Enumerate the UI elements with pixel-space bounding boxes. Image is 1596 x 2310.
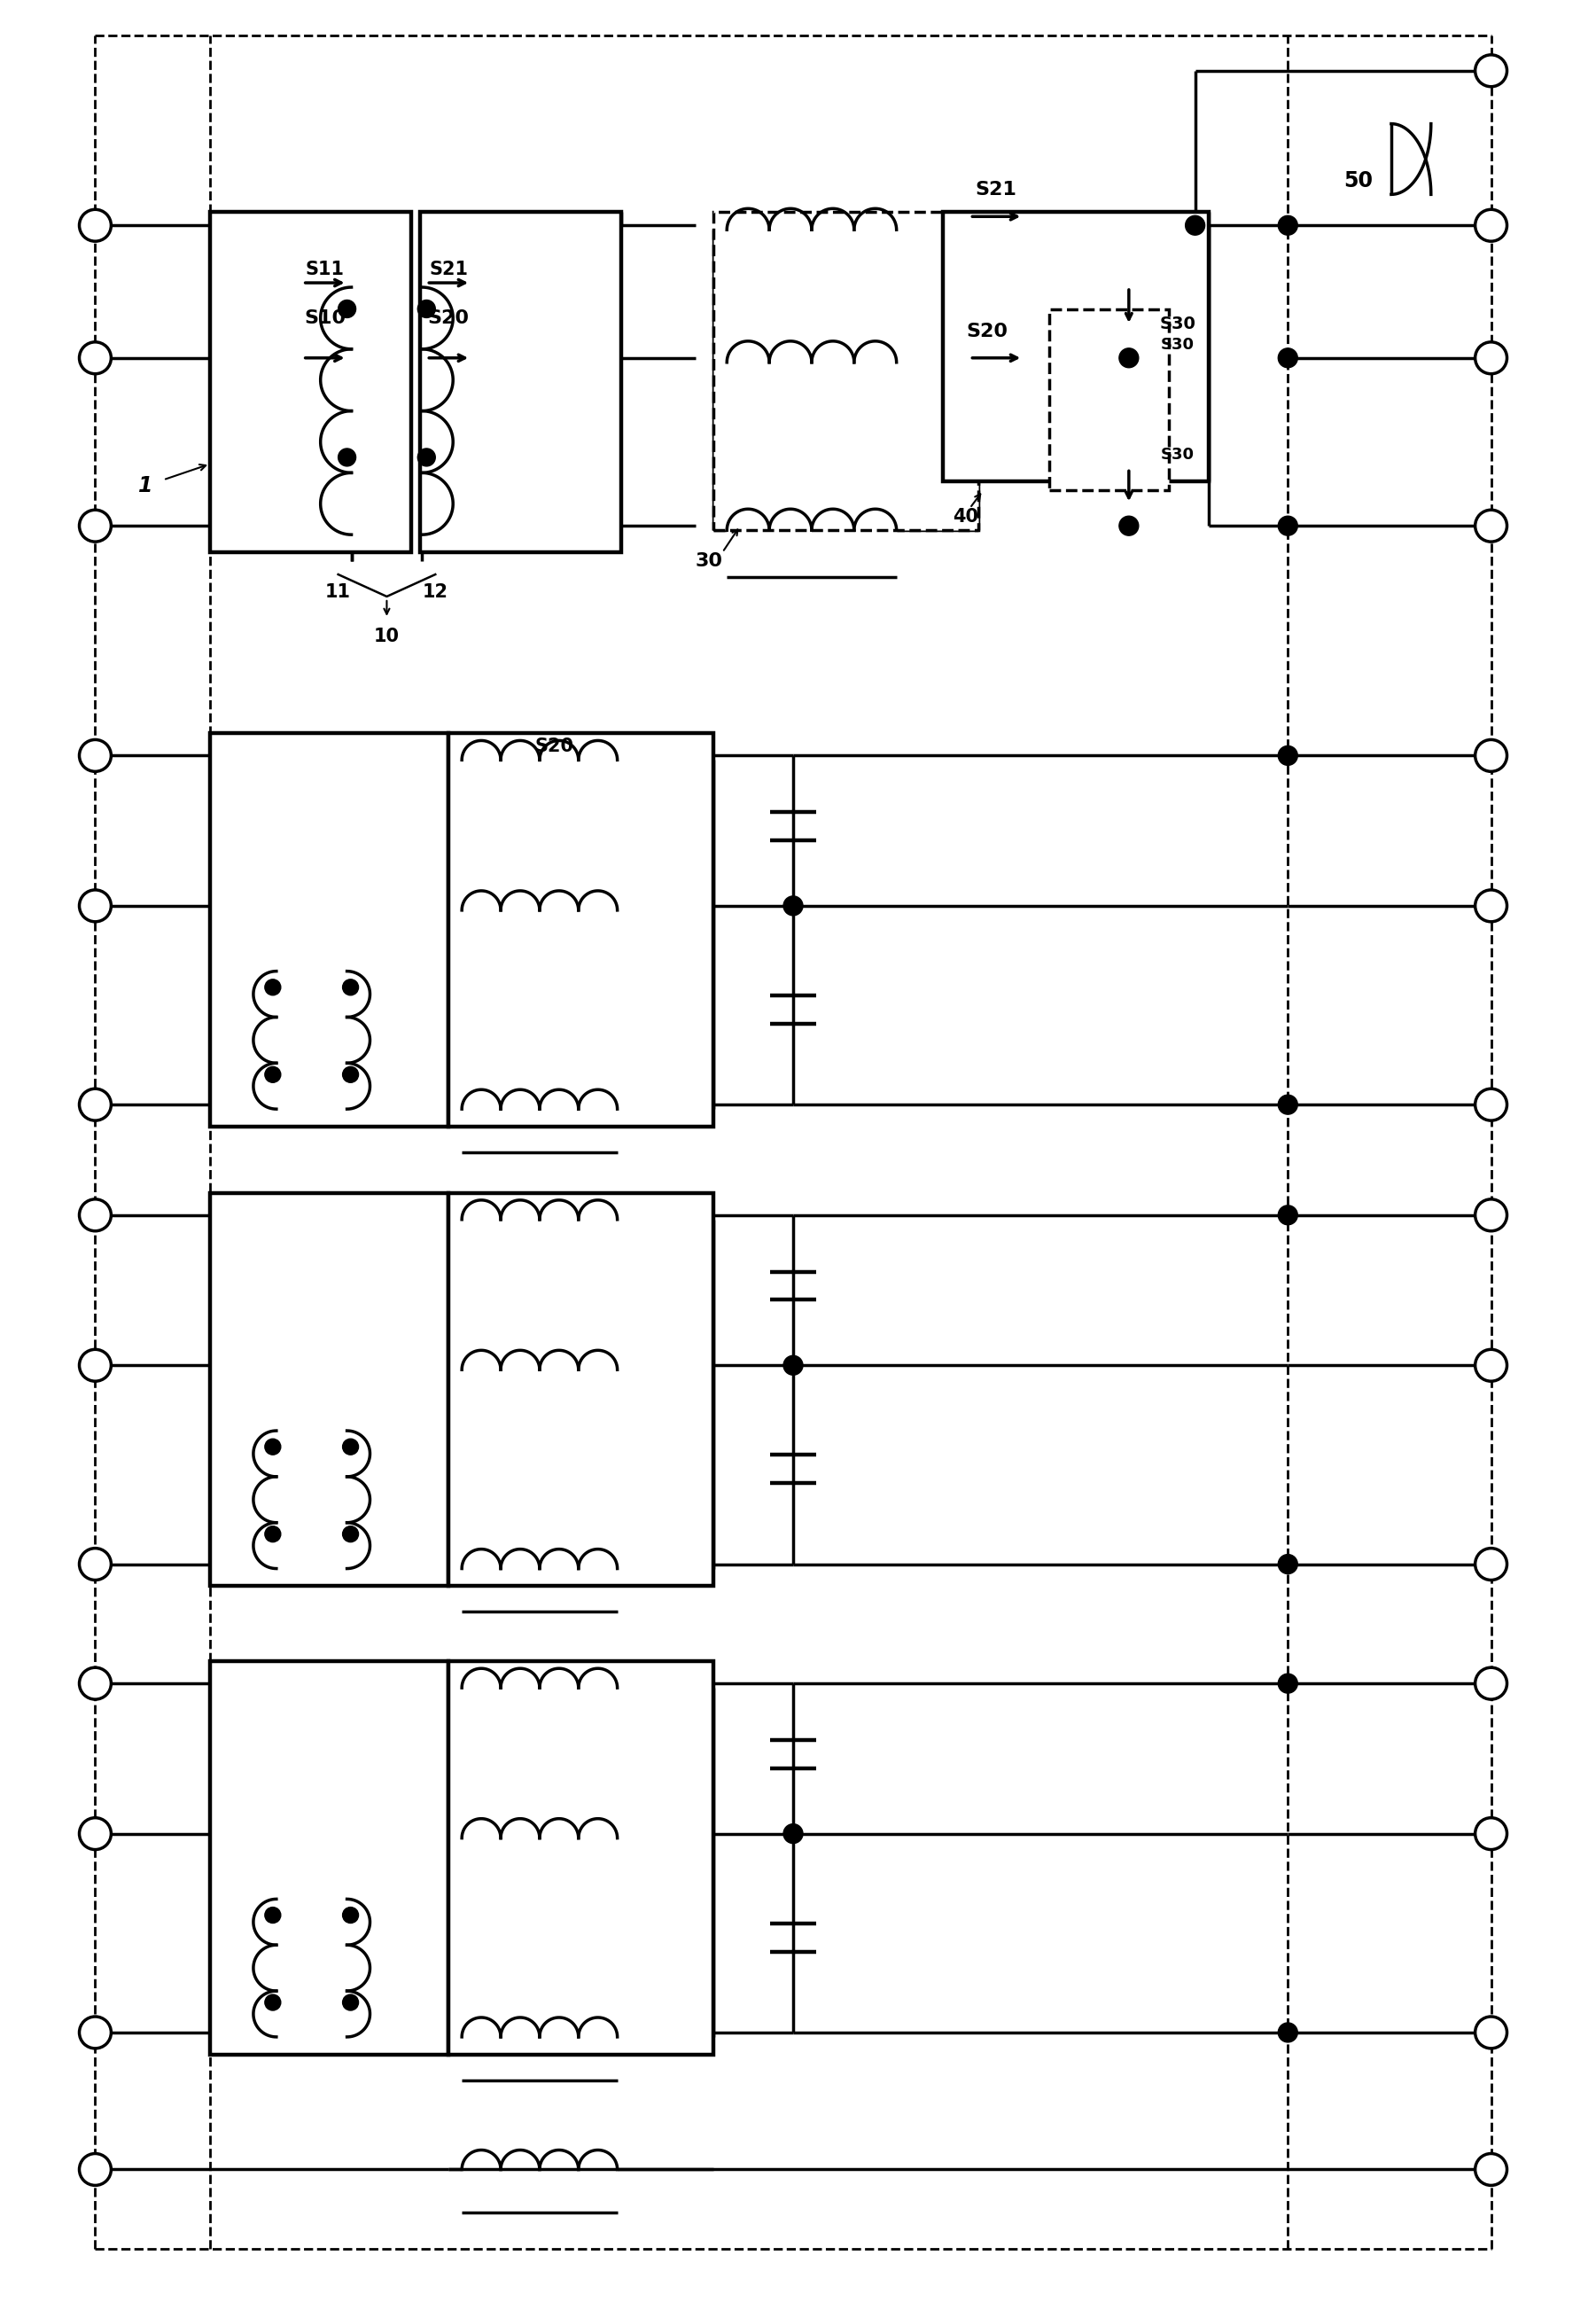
- Circle shape: [265, 1527, 281, 1543]
- Circle shape: [265, 1994, 281, 2010]
- Circle shape: [80, 1818, 112, 1850]
- Circle shape: [265, 1908, 281, 1924]
- Bar: [211, 1661, 448, 2054]
- Circle shape: [1278, 1675, 1298, 1693]
- Circle shape: [265, 1067, 281, 1083]
- Circle shape: [1278, 1555, 1298, 1573]
- Circle shape: [80, 210, 112, 240]
- Circle shape: [784, 1825, 803, 1843]
- Circle shape: [80, 2017, 112, 2049]
- Circle shape: [1475, 1349, 1507, 1381]
- Text: 50: 50: [1344, 171, 1373, 192]
- Bar: [448, 1192, 713, 1587]
- Circle shape: [80, 1668, 112, 1700]
- Bar: [943, 213, 1208, 480]
- Circle shape: [1278, 215, 1298, 236]
- Circle shape: [1475, 342, 1507, 374]
- Circle shape: [80, 1548, 112, 1580]
- Circle shape: [80, 511, 112, 543]
- Text: S21: S21: [975, 180, 1017, 199]
- Bar: [448, 1661, 713, 2054]
- Circle shape: [418, 300, 436, 319]
- Circle shape: [80, 889, 112, 922]
- Circle shape: [1475, 1668, 1507, 1700]
- Text: S30: S30: [1160, 448, 1194, 462]
- Circle shape: [418, 448, 436, 467]
- Circle shape: [784, 896, 803, 915]
- Circle shape: [343, 1439, 359, 1455]
- Circle shape: [343, 1527, 359, 1543]
- Circle shape: [1475, 1088, 1507, 1120]
- Bar: [211, 735, 448, 1127]
- Circle shape: [1186, 215, 1205, 236]
- Circle shape: [1475, 55, 1507, 88]
- Text: S30: S30: [1160, 337, 1194, 353]
- Circle shape: [80, 342, 112, 374]
- Circle shape: [80, 739, 112, 772]
- Circle shape: [80, 1088, 112, 1120]
- Text: 12: 12: [423, 582, 448, 601]
- Circle shape: [343, 1908, 359, 1924]
- Bar: [448, 735, 713, 1127]
- Circle shape: [1475, 2153, 1507, 2185]
- Text: S20: S20: [428, 310, 469, 328]
- Text: S30: S30: [1159, 316, 1195, 333]
- Circle shape: [1278, 1206, 1298, 1224]
- Text: 40: 40: [953, 508, 978, 527]
- Circle shape: [1475, 210, 1507, 240]
- Bar: [211, 1192, 448, 1587]
- Circle shape: [265, 1439, 281, 1455]
- Circle shape: [1278, 746, 1298, 765]
- Circle shape: [343, 979, 359, 996]
- Circle shape: [1475, 889, 1507, 922]
- Circle shape: [1475, 511, 1507, 543]
- Circle shape: [80, 2153, 112, 2185]
- Circle shape: [1119, 349, 1138, 367]
- Circle shape: [1475, 1548, 1507, 1580]
- Circle shape: [1278, 1095, 1298, 1113]
- Bar: [211, 213, 412, 552]
- Circle shape: [784, 1356, 803, 1374]
- Bar: [420, 213, 621, 552]
- Text: S11: S11: [305, 261, 345, 280]
- Text: S21: S21: [429, 261, 468, 280]
- Text: 11: 11: [326, 582, 351, 601]
- Circle shape: [1278, 349, 1298, 367]
- Text: S20: S20: [535, 737, 575, 755]
- Circle shape: [1475, 739, 1507, 772]
- Circle shape: [80, 1199, 112, 1231]
- Circle shape: [1119, 515, 1138, 536]
- Bar: [713, 213, 978, 531]
- Bar: [1049, 310, 1168, 490]
- Text: 1: 1: [139, 476, 153, 497]
- Circle shape: [338, 448, 356, 467]
- Text: S10: S10: [303, 310, 346, 328]
- Circle shape: [343, 1994, 359, 2010]
- Text: 10: 10: [373, 628, 399, 644]
- Circle shape: [1278, 515, 1298, 536]
- Circle shape: [1278, 2024, 1298, 2042]
- Circle shape: [1475, 1818, 1507, 1850]
- Text: S20: S20: [967, 323, 1009, 340]
- Circle shape: [338, 300, 356, 319]
- Circle shape: [343, 1067, 359, 1083]
- Circle shape: [1475, 1199, 1507, 1231]
- Circle shape: [80, 1349, 112, 1381]
- Circle shape: [1475, 2017, 1507, 2049]
- Text: 30: 30: [696, 552, 723, 571]
- Circle shape: [265, 979, 281, 996]
